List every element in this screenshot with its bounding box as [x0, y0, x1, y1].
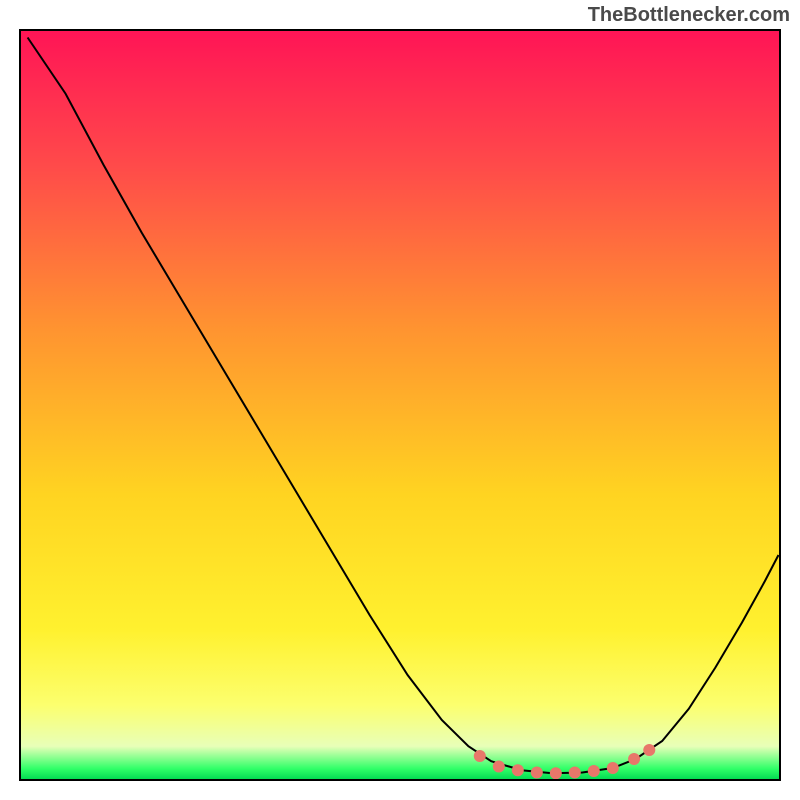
plot-background — [20, 30, 780, 780]
optimal-marker — [512, 764, 524, 776]
optimal-marker — [607, 762, 619, 774]
optimal-marker — [643, 744, 655, 756]
optimal-marker — [550, 767, 562, 779]
optimal-marker — [569, 767, 581, 779]
watermark-text: TheBottlenecker.com — [588, 4, 790, 27]
optimal-marker — [628, 753, 640, 765]
optimal-marker — [493, 761, 505, 773]
optimal-marker — [531, 767, 543, 779]
optimal-marker — [588, 765, 600, 777]
chart-container: TheBottlenecker.com — [0, 0, 800, 800]
optimal-marker — [474, 750, 486, 762]
chart-svg — [0, 0, 800, 800]
